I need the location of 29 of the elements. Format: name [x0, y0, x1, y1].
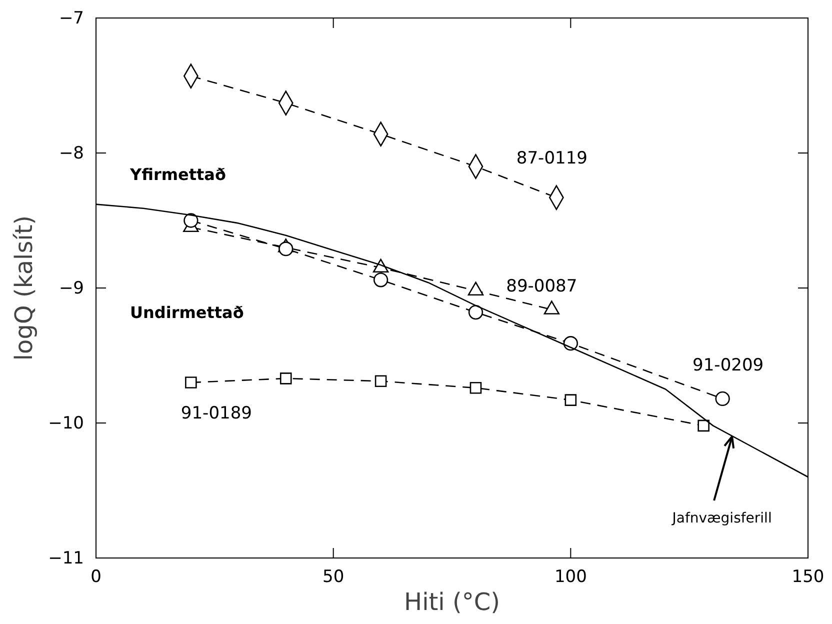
y-tick-label: −8 — [58, 143, 84, 164]
y-tick-label: −9 — [58, 278, 84, 298]
point — [185, 376, 197, 388]
point — [184, 213, 198, 228]
x-tick-label: 50 — [322, 567, 344, 588]
annotation: Jafnvægisferill — [671, 510, 772, 526]
y-axis-title: logQ (kalsít) — [10, 215, 38, 361]
point — [715, 391, 730, 406]
series-label: 91-0189 — [180, 404, 252, 424]
point — [698, 420, 710, 432]
x-axis-title: Hiti (°C) — [404, 588, 500, 616]
point — [373, 272, 388, 288]
point — [468, 304, 484, 320]
series-label: 87-0119 — [516, 148, 588, 169]
annotation: Yfirmettað — [129, 165, 226, 184]
x-tick-label: 0 — [90, 567, 102, 588]
point — [280, 372, 292, 384]
point — [564, 394, 577, 406]
series-label: 91-0209 — [692, 356, 764, 376]
point — [278, 242, 294, 256]
y-tick-label: −10 — [48, 413, 84, 434]
x-tick-label: 150 — [792, 567, 824, 588]
series-label: 89-0087 — [506, 276, 578, 297]
y-tick-label: −7 — [58, 8, 84, 28]
x-tick-label: 100 — [554, 567, 587, 588]
point — [374, 375, 387, 388]
y-tick-label: −11 — [48, 548, 84, 568]
annotation: Undirmettað — [130, 303, 244, 322]
point — [470, 382, 482, 394]
